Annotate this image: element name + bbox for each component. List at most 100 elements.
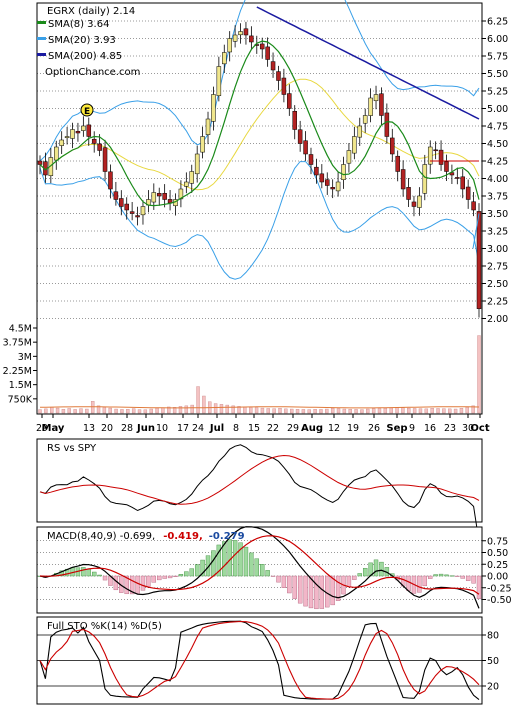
candlesticks xyxy=(37,21,482,318)
volume-bar xyxy=(167,406,171,414)
volume-bar xyxy=(172,407,177,414)
earnings-marker-label: E xyxy=(84,107,90,117)
volume-bar xyxy=(237,406,241,414)
volume-axis: 4.5M 3.75M 3M 2.25M 1.5M 750K xyxy=(3,324,37,405)
macd-histogram-bar xyxy=(428,575,433,579)
candle-body xyxy=(156,193,162,197)
volume-bar xyxy=(465,407,469,414)
candle-body xyxy=(324,179,330,186)
volume-bar xyxy=(471,405,475,414)
volume-bar xyxy=(96,405,101,414)
candle-body xyxy=(303,140,308,155)
macd-histogram-bar xyxy=(335,575,341,601)
price-axis: 6.25 6.00 5.75 5.50 5.25 5.00 4.75 4.50 4.25 4.00… xyxy=(482,17,508,325)
upper-band-line xyxy=(39,0,480,162)
volume-bar xyxy=(231,405,235,414)
date-tick-label: Sep xyxy=(386,423,407,434)
volume-bar xyxy=(295,409,300,414)
candle-body xyxy=(395,155,400,172)
volume-bar xyxy=(459,408,464,414)
macd-histogram-bar xyxy=(81,567,86,577)
candle-body xyxy=(433,149,438,152)
macd-histogram-bar xyxy=(249,552,254,577)
macd-histogram-bar xyxy=(254,558,259,577)
volume-bar xyxy=(67,408,71,414)
macd-histogram-bar xyxy=(373,559,379,577)
volume-bar xyxy=(184,405,189,414)
candle-body xyxy=(124,203,129,211)
macd-tick-label: -0.25 xyxy=(487,583,512,594)
volume-bar xyxy=(453,408,458,414)
date-tick-label: 28 xyxy=(121,423,133,434)
price-grid xyxy=(37,20,482,319)
stochastic-k-line xyxy=(39,620,480,701)
macd-histogram-bar xyxy=(173,575,178,577)
date-tick-label: Oct xyxy=(470,423,489,434)
volume-bar xyxy=(377,408,382,414)
candle-body xyxy=(243,28,249,36)
volume-bar xyxy=(102,407,107,414)
macd-histogram-bar xyxy=(314,575,319,610)
date-tick-label: 22 xyxy=(267,423,279,434)
candle-body xyxy=(438,149,444,165)
macd-histogram-bar xyxy=(476,575,482,600)
volume-bar xyxy=(50,407,54,414)
price-tick-label: 6.25 xyxy=(487,17,508,28)
candle-body xyxy=(113,191,119,200)
candle-body xyxy=(129,211,135,214)
candle-body xyxy=(476,211,482,309)
legend: SMA(8) 3.64 SMA(20) 3.93 SMA(200) 4.85 xyxy=(37,19,122,62)
macd-histogram-bar xyxy=(113,575,119,591)
volume-bar xyxy=(73,409,77,414)
macd-histogram-bar xyxy=(124,575,129,595)
price-tick-label: 3.75 xyxy=(487,192,508,203)
macd-histogram-bar xyxy=(270,575,276,577)
macd-histogram-bar xyxy=(86,569,91,577)
candle-body xyxy=(194,153,200,175)
candle-body xyxy=(97,143,102,151)
volume-bar xyxy=(278,408,282,414)
candle-body xyxy=(91,138,97,144)
macd-histogram-bar xyxy=(184,571,189,577)
volume-bar xyxy=(225,404,230,414)
date-tick-label: 30 xyxy=(462,423,474,434)
price-tick-label: 2.25 xyxy=(487,297,508,308)
legend-sma200: SMA(200) 4.85 xyxy=(48,51,122,62)
volume-bar xyxy=(131,408,136,414)
macd-histogram-bar xyxy=(97,574,102,577)
legend-swatch-sma8 xyxy=(37,21,46,24)
macd-histogram-bar xyxy=(422,575,428,587)
macd-histogram-bar xyxy=(265,570,270,577)
macd-histogram-bar xyxy=(444,574,449,577)
macd-histogram-bar xyxy=(352,575,357,580)
macd-histogram-bar xyxy=(297,575,303,604)
candle-body xyxy=(314,166,319,176)
volume-bar xyxy=(137,409,142,414)
macd-histogram-bar xyxy=(222,541,227,577)
macd-histogram-bar xyxy=(281,575,287,588)
date-tick-label: 23 xyxy=(444,423,456,434)
volume-bar xyxy=(336,408,341,414)
macd-histogram-bar xyxy=(162,575,167,579)
volume-bar xyxy=(213,403,218,414)
macd-tick-label: 0.25 xyxy=(487,560,508,571)
macd-axis: 0.750.500.250.00-0.25-0.50 xyxy=(482,536,512,606)
band-tail xyxy=(472,213,480,249)
volume-bar xyxy=(418,408,423,414)
candle-body xyxy=(86,124,92,137)
macd-main-value: MACD(8,40,9) -0.699, xyxy=(47,531,155,542)
macd-line xyxy=(39,526,480,609)
rs-line xyxy=(39,444,480,542)
macd-histogram-bar xyxy=(211,550,216,577)
rs-lines xyxy=(39,444,480,542)
price-tick-label: 2.00 xyxy=(487,314,508,325)
volume-bar xyxy=(325,408,329,414)
macd-histogram-bar xyxy=(205,555,211,577)
stochastic-axis: 80 50 20 xyxy=(482,631,499,693)
macd-tick-label: 0.50 xyxy=(487,548,508,559)
macd-histogram-bar xyxy=(438,573,444,577)
macd-signal-value: -0.419, xyxy=(163,531,203,542)
macd-histogram-bar xyxy=(319,575,325,609)
stochastic-lines xyxy=(39,620,480,701)
